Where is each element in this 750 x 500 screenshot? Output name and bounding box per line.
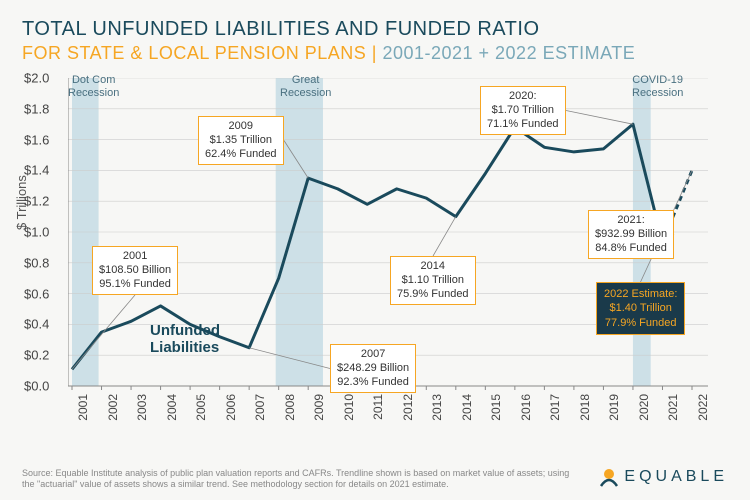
chart-area: $0.0$0.2$0.4$0.6$0.8$1.0$1.2$1.4$1.6$1.8… [68, 78, 708, 418]
recession-label: Dot ComRecession [68, 74, 119, 99]
title-sep: | [366, 43, 382, 63]
x-tick: 2001 [76, 394, 106, 421]
y-tick: $0.4 [24, 317, 49, 332]
x-tick: 2004 [165, 394, 195, 421]
y-tick: $2.0 [24, 71, 49, 86]
recession-label: COVID-19Recession [632, 74, 683, 99]
source-text: Source: Equable Institute analysis of pu… [22, 468, 582, 491]
x-tick: 2010 [342, 394, 372, 421]
series-label: UnfundedLiabilities [150, 322, 220, 356]
recession-label: GreatRecession [280, 74, 331, 99]
title-sub: FOR STATE & LOCAL PENSION PLANS | 2001-2… [22, 43, 728, 64]
x-tick: 2009 [312, 394, 342, 421]
logo-icon [598, 466, 620, 488]
callout: 2001$108.50 Billion95.1% Funded [92, 246, 178, 295]
callout: 2020:$1.70 Trillion71.1% Funded [480, 86, 566, 135]
x-tick: 2014 [460, 394, 490, 421]
callout-estimate: 2022 Estimate:$1.40 Trillion77.9% Funded [596, 282, 685, 335]
chart-container: TOTAL UNFUNDED LIABILITIES AND FUNDED RA… [0, 0, 750, 500]
y-tick: $0.6 [24, 286, 49, 301]
x-tick: 2008 [283, 394, 313, 421]
y-tick: $0.0 [24, 379, 49, 394]
x-tick: 2019 [607, 394, 637, 421]
x-tick: 2013 [430, 394, 460, 421]
x-tick: 2020 [637, 394, 667, 421]
x-tick: 2017 [548, 394, 578, 421]
x-tick: 2021 [666, 394, 696, 421]
x-tick: 2007 [253, 394, 283, 421]
callout: 2009$1.35 Trillion62.4% Funded [198, 116, 284, 165]
title-sub-orange: FOR STATE & LOCAL PENSION PLANS [22, 43, 366, 63]
callout: 2014$1.10 Trillion75.9% Funded [390, 256, 476, 305]
x-tick: 2005 [194, 394, 224, 421]
x-tick: 2015 [489, 394, 519, 421]
callout: 2007$248.29 Billion92.3% Funded [330, 344, 416, 393]
x-tick: 2011 [371, 394, 401, 420]
title-sub-blue: 2001-2021 + 2022 ESTIMATE [382, 43, 635, 63]
y-tick: $1.4 [24, 163, 49, 178]
x-tick: 2003 [135, 394, 165, 421]
x-tick: 2006 [224, 394, 254, 421]
callout: 2021:$932.99 Billion84.8% Funded [588, 210, 674, 259]
x-tick: 2016 [519, 394, 549, 421]
y-tick: $0.2 [24, 348, 49, 363]
title-main: TOTAL UNFUNDED LIABILITIES AND FUNDED RA… [22, 18, 728, 41]
y-tick: $0.8 [24, 255, 49, 270]
y-tick: $1.2 [24, 194, 49, 209]
y-tick: $1.6 [24, 132, 49, 147]
x-tick: 2012 [401, 394, 431, 421]
logo: EQUABLE [598, 466, 728, 488]
y-tick: $1.0 [24, 225, 49, 240]
logo-text: EQUABLE [624, 468, 728, 486]
x-tick: 2018 [578, 394, 608, 421]
y-tick: $1.8 [24, 101, 49, 116]
x-tick: 2022 [696, 394, 726, 421]
x-tick: 2002 [106, 394, 136, 421]
